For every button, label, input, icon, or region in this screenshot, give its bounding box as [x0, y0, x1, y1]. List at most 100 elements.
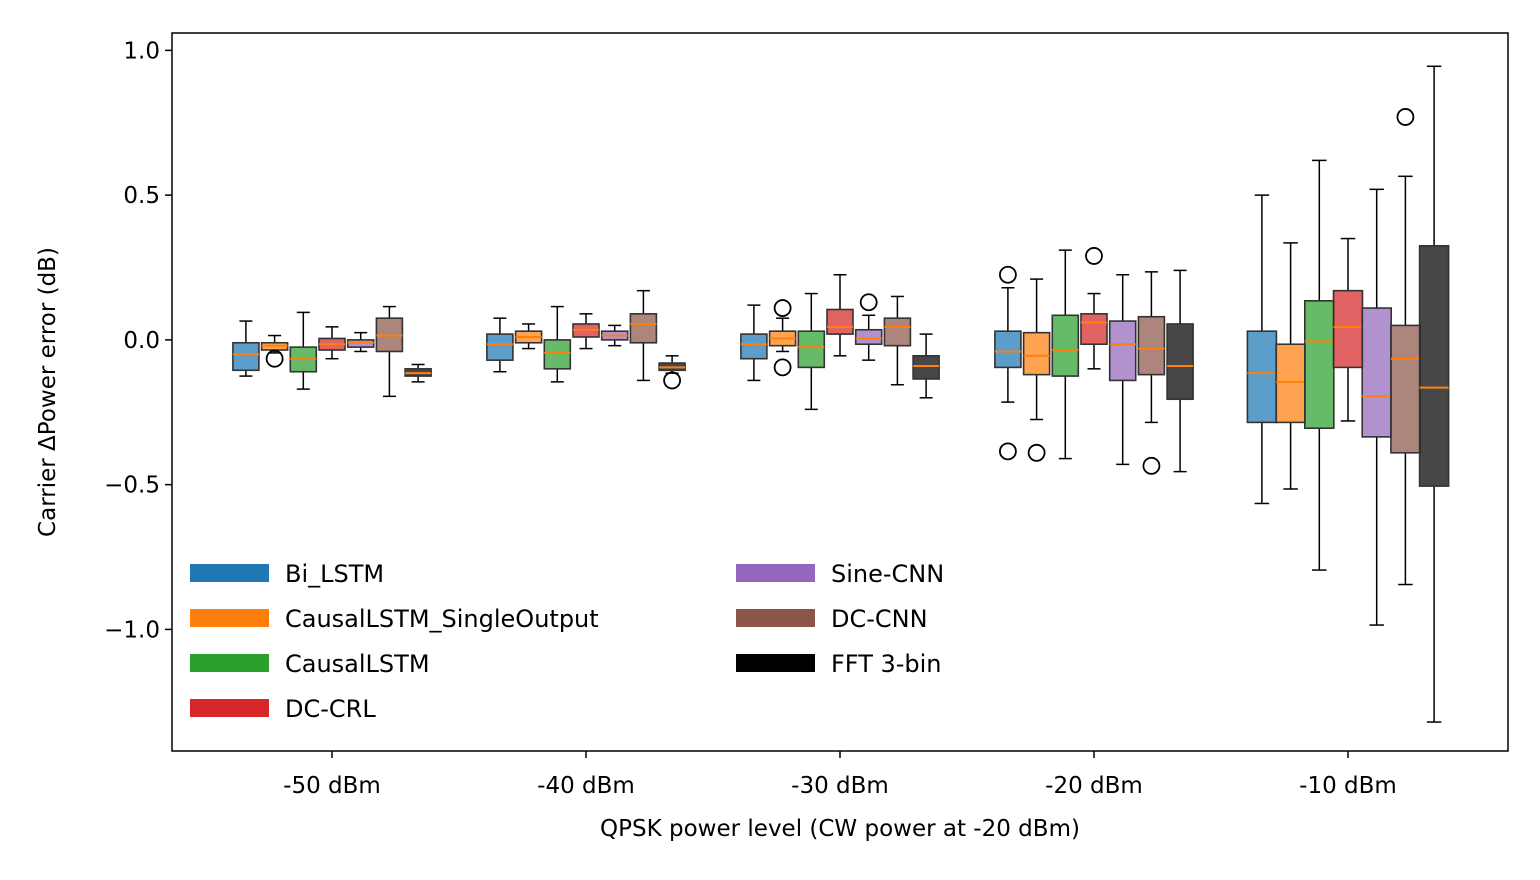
box-body [854, 328, 883, 346]
y-tick-label: 0.5 [123, 183, 160, 209]
x-tick-label: -20 dBm [1045, 773, 1143, 799]
y-tick-label: 0.0 [123, 328, 160, 354]
box-dc-cnn [375, 305, 404, 398]
box-body [1108, 320, 1137, 382]
box-body [740, 333, 768, 360]
box-fft-3-bin [658, 355, 686, 390]
legend: Bi_LSTM CausalLSTM_SingleOutput CausalLSTM… [190, 560, 944, 723]
box-bi-lstm [740, 304, 768, 382]
box-dc-crl [1080, 247, 1108, 370]
box-fft-3-bin [1166, 269, 1194, 473]
legend-label: FFT 3-bin [831, 650, 942, 678]
box-body [1418, 244, 1450, 487]
legend-swatch [190, 654, 269, 672]
outlier-point [859, 293, 878, 312]
box-causallstm-singleoutput [260, 334, 289, 368]
outlier-point [1085, 247, 1103, 265]
legend-label: Bi_LSTM [285, 560, 384, 588]
legend-label: CausalLSTM [285, 650, 430, 678]
outlier-point [265, 349, 284, 368]
y-tick-label: 1.0 [123, 38, 160, 64]
legend-swatch [736, 564, 815, 582]
legend-swatch [190, 609, 269, 627]
box-sine-cnn [854, 293, 883, 361]
box-body [1246, 330, 1278, 424]
x-axis: -50 dBm -40 dBm -30 dBm -20 dBm -10 dBm [283, 751, 1397, 799]
box-dc-crl [318, 326, 346, 360]
legend-swatch [190, 564, 269, 582]
box-causallstm [1304, 159, 1335, 571]
box-causallstm-singleoutput [1275, 242, 1306, 490]
box-body [1332, 289, 1364, 369]
box-body [1275, 343, 1306, 424]
box-body [797, 330, 826, 369]
box-causallstm-singleoutput [768, 299, 797, 377]
box-fft-3-bin [404, 363, 432, 383]
box-sine-cnn [1361, 188, 1392, 626]
box-bi-lstm [486, 317, 514, 373]
box-sine-cnn [600, 324, 629, 347]
box-body [826, 308, 854, 335]
outlier-point [1027, 443, 1046, 462]
outlier-point [999, 442, 1017, 461]
box-body [232, 341, 260, 372]
x-tick-label: -10 dBm [1299, 773, 1397, 799]
box-dc-cnn [883, 295, 912, 386]
outlier-point [663, 371, 681, 390]
box-dc-cnn [1390, 108, 1421, 586]
box-causallstm-singleoutput [1022, 278, 1051, 462]
box-body [1304, 300, 1335, 429]
outlier-point [1396, 108, 1415, 126]
box-fft-3-bin [1418, 65, 1450, 723]
x-tick-label: -40 dBm [537, 773, 635, 799]
box-body [1361, 307, 1392, 438]
legend-label: CausalLSTM_SingleOutput [285, 605, 599, 633]
box-body [1166, 323, 1194, 401]
legend-swatch [190, 699, 269, 717]
box-body [912, 355, 940, 380]
outlier-point [999, 265, 1017, 284]
outlier-point [773, 358, 792, 377]
outlier-point [773, 299, 792, 317]
box-bi-lstm [1246, 194, 1278, 505]
x-tick-label: -50 dBm [283, 773, 381, 799]
box-causallstm-singleoutput [514, 323, 543, 350]
legend-label: DC-CNN [831, 605, 928, 633]
box-body [1137, 315, 1166, 376]
y-tick-label: −0.5 [104, 473, 160, 499]
box-body [543, 339, 572, 370]
box-causallstm [1051, 249, 1080, 460]
box-sine-cnn [1108, 273, 1137, 466]
y-axis: 1.0 0.5 0.0 −0.5 −1.0 [104, 38, 172, 643]
box-bi-lstm [994, 265, 1022, 461]
legend-swatch [736, 609, 815, 627]
legend-label: DC-CRL [285, 695, 376, 723]
box-dc-crl [826, 273, 854, 357]
legend-label: Sine-CNN [831, 560, 944, 588]
legend-swatch [736, 654, 815, 672]
y-tick-label: −1.0 [104, 617, 160, 643]
box-body [629, 313, 658, 344]
box-sine-cnn [346, 331, 375, 353]
box-body [883, 317, 912, 347]
box-body [994, 330, 1022, 369]
box-dc-cnn [629, 289, 658, 382]
y-axis-label: Carrier ΔPower error (dB) [35, 247, 61, 537]
box-causallstm [797, 292, 826, 411]
box-body [486, 333, 514, 361]
box-body [1051, 314, 1080, 377]
box-dc-crl [1332, 237, 1364, 422]
outlier-point [1142, 456, 1161, 475]
box-body [1080, 313, 1108, 346]
box-body [1390, 324, 1421, 454]
x-tick-label: -30 dBm [791, 773, 889, 799]
box-fft-3-bin [912, 333, 940, 399]
box-dc-crl [572, 313, 600, 350]
box-causallstm [289, 311, 318, 390]
box-body [1022, 331, 1051, 376]
plot-content [232, 65, 1450, 723]
box-causallstm [543, 305, 572, 383]
box-bi-lstm [232, 320, 260, 377]
x-axis-label: QPSK power level (CW power at -20 dBm) [600, 816, 1080, 842]
